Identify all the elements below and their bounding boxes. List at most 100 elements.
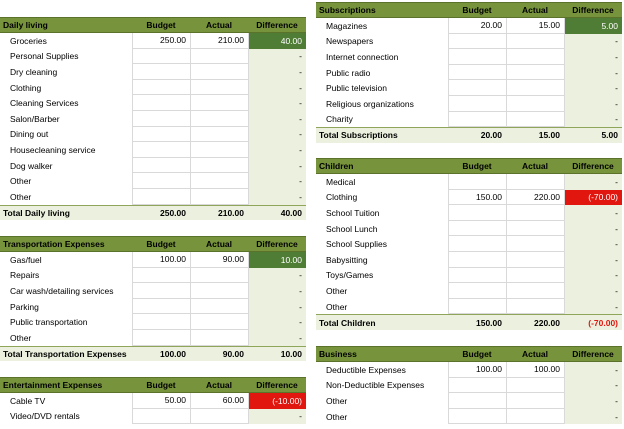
actual-cell[interactable] bbox=[506, 236, 564, 252]
budget-cell[interactable] bbox=[132, 64, 190, 80]
actual-cell[interactable]: 100.00 bbox=[506, 362, 564, 378]
actual-cell[interactable]: 220.00 bbox=[506, 189, 564, 206]
budget-cell[interactable] bbox=[132, 298, 190, 315]
budget-cell[interactable] bbox=[132, 173, 190, 189]
budget-cell[interactable]: 100.00 bbox=[448, 362, 506, 378]
budget-cell[interactable] bbox=[448, 111, 506, 128]
budget-cell[interactable] bbox=[448, 283, 506, 299]
budget-cell[interactable] bbox=[448, 64, 506, 81]
budget-cell[interactable] bbox=[448, 251, 506, 268]
actual-cell[interactable] bbox=[506, 298, 564, 315]
actual-cell[interactable]: 210.00 bbox=[190, 33, 248, 49]
actual-col-header: Actual bbox=[206, 380, 232, 390]
row-label: Other bbox=[326, 301, 348, 312]
budget-cell[interactable] bbox=[448, 267, 506, 284]
row-label: Personal Supplies bbox=[10, 51, 79, 62]
budget-cell[interactable]: 20.00 bbox=[448, 18, 506, 34]
actual-cell[interactable] bbox=[190, 157, 248, 174]
budget-cell[interactable] bbox=[132, 408, 190, 425]
actual-cell[interactable] bbox=[506, 64, 564, 81]
budget-cell[interactable] bbox=[132, 126, 190, 143]
section-title: Transportation Expenses bbox=[3, 239, 105, 249]
budget-cell[interactable] bbox=[132, 157, 190, 174]
difference-cell: - bbox=[564, 377, 622, 394]
budget-cell[interactable] bbox=[448, 393, 506, 409]
actual-cell[interactable] bbox=[190, 329, 248, 346]
budget-cell[interactable] bbox=[132, 95, 190, 111]
actual-cell[interactable] bbox=[506, 283, 564, 299]
actual-cell[interactable] bbox=[190, 408, 248, 425]
difference-cell: - bbox=[564, 111, 622, 128]
section-title: Business bbox=[319, 349, 357, 359]
actual-cell[interactable] bbox=[190, 64, 248, 80]
actual-cell[interactable] bbox=[190, 298, 248, 315]
actual-cell[interactable]: 90.00 bbox=[190, 252, 248, 268]
actual-cell[interactable] bbox=[190, 110, 248, 127]
difference-cell: - bbox=[564, 267, 622, 284]
difference-col-header: Difference bbox=[256, 239, 298, 249]
actual-cell[interactable] bbox=[506, 377, 564, 394]
budget-cell[interactable] bbox=[448, 49, 506, 65]
budget-cell[interactable] bbox=[448, 33, 506, 50]
budget-col-header: Budget bbox=[146, 20, 176, 30]
budget-cell[interactable] bbox=[448, 95, 506, 112]
actual-cell[interactable] bbox=[190, 314, 248, 330]
actual-cell[interactable] bbox=[506, 33, 564, 50]
actual-cell[interactable] bbox=[506, 95, 564, 112]
budget-cell[interactable]: 50.00 bbox=[132, 393, 190, 409]
actual-cell[interactable]: 60.00 bbox=[190, 393, 248, 409]
actual-cell[interactable] bbox=[190, 95, 248, 111]
actual-cell[interactable] bbox=[190, 48, 248, 65]
actual-cell[interactable] bbox=[506, 49, 564, 65]
row-label: Magazines bbox=[326, 20, 368, 31]
budget-cell[interactable] bbox=[132, 142, 190, 158]
actual-cell[interactable] bbox=[506, 80, 564, 96]
budget-cell[interactable]: 100.00 bbox=[132, 252, 190, 268]
actual-cell[interactable]: 15.00 bbox=[506, 18, 564, 34]
budget-cell[interactable]: 150.00 bbox=[448, 189, 506, 206]
total-row: Total Subscriptions 20.00 15.00 5.00 bbox=[316, 127, 622, 143]
actual-cell[interactable] bbox=[190, 267, 248, 284]
actual-cell[interactable] bbox=[506, 205, 564, 221]
row-label: School Supplies bbox=[326, 239, 387, 250]
difference-cell: 5.00 bbox=[564, 18, 622, 34]
total-difference: (-70.00) bbox=[588, 317, 618, 328]
budget-cell[interactable] bbox=[448, 220, 506, 237]
budget-cell[interactable] bbox=[132, 283, 190, 299]
actual-cell[interactable] bbox=[506, 251, 564, 268]
actual-cell[interactable] bbox=[506, 111, 564, 128]
budget-cell[interactable] bbox=[448, 377, 506, 394]
actual-cell[interactable] bbox=[190, 126, 248, 143]
actual-cell[interactable] bbox=[190, 142, 248, 158]
actual-cell[interactable] bbox=[190, 188, 248, 205]
budget-cell[interactable] bbox=[448, 236, 506, 252]
budget-cell[interactable] bbox=[448, 205, 506, 221]
budget-cell[interactable] bbox=[448, 80, 506, 96]
budget-cell[interactable] bbox=[448, 408, 506, 425]
actual-cell[interactable] bbox=[190, 283, 248, 299]
budget-cell[interactable] bbox=[448, 174, 506, 190]
budget-cell[interactable] bbox=[132, 48, 190, 65]
difference-cell: - bbox=[564, 64, 622, 81]
actual-cell[interactable] bbox=[506, 220, 564, 237]
actual-cell[interactable] bbox=[190, 173, 248, 189]
row-label: Toys/Games bbox=[326, 270, 374, 281]
row-label: Other bbox=[326, 411, 348, 422]
budget-cell[interactable] bbox=[132, 267, 190, 284]
actual-cell[interactable] bbox=[506, 393, 564, 409]
daily-living-header: Daily living Budget Actual Difference bbox=[0, 17, 306, 33]
budget-cell[interactable] bbox=[132, 314, 190, 330]
actual-cell[interactable] bbox=[506, 408, 564, 425]
budget-cell[interactable] bbox=[448, 298, 506, 315]
budget-cell[interactable] bbox=[132, 329, 190, 346]
actual-cell[interactable] bbox=[506, 267, 564, 284]
actual-cell[interactable] bbox=[190, 79, 248, 96]
actual-cell[interactable] bbox=[506, 174, 564, 190]
budget-cell[interactable]: 250.00 bbox=[132, 33, 190, 49]
budget-cell[interactable] bbox=[132, 188, 190, 205]
budget-cell[interactable] bbox=[132, 79, 190, 96]
row-label: Religious organizations bbox=[326, 98, 414, 109]
difference-col-header: Difference bbox=[256, 20, 298, 30]
budget-cell[interactable] bbox=[132, 110, 190, 127]
difference-cell: - bbox=[564, 251, 622, 268]
